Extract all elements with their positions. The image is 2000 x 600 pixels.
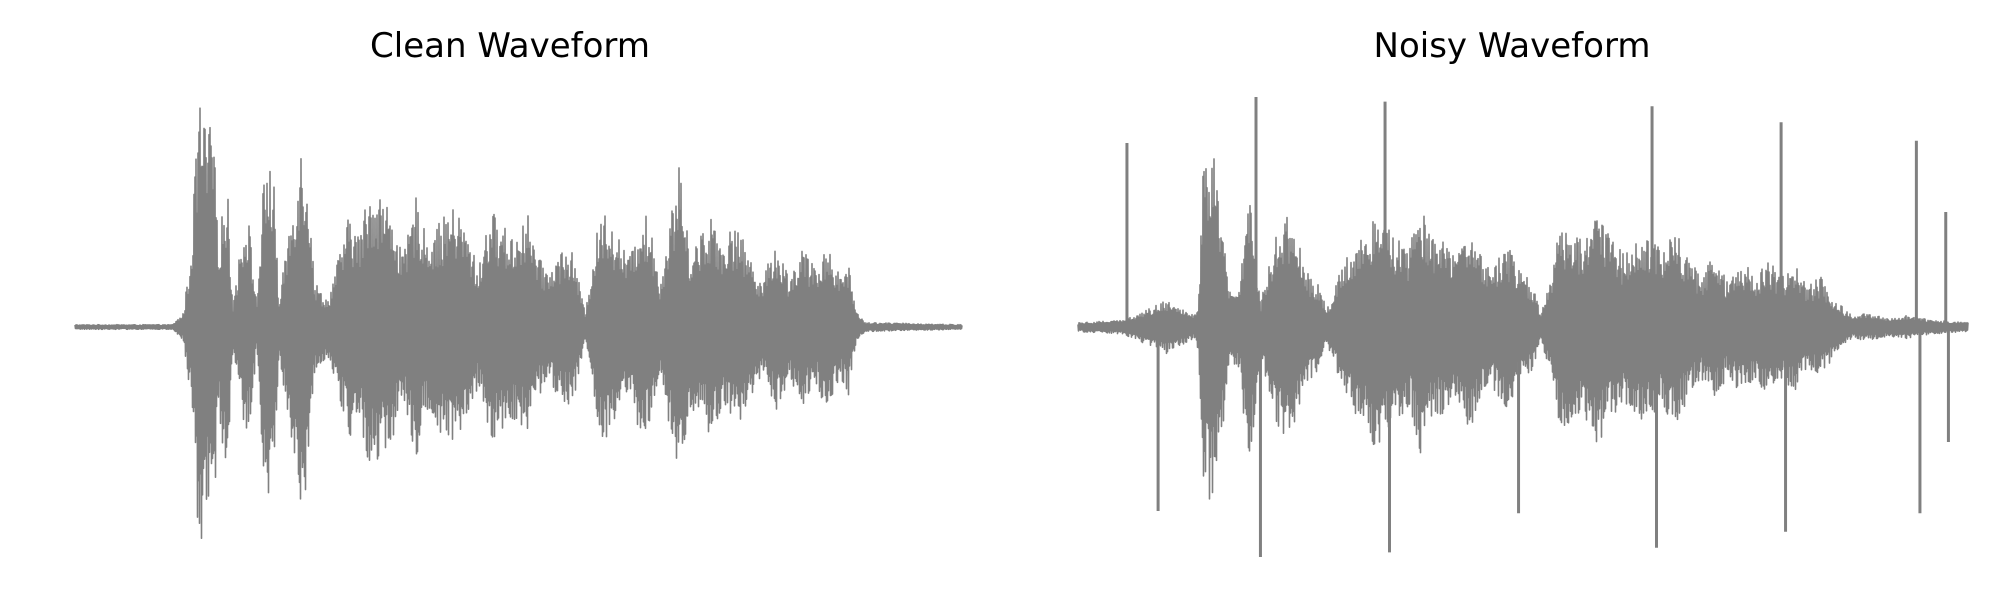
noisy-waveform-panel: Noisy Waveform	[1077, 26, 1969, 557]
clean-waveform-plot	[74, 107, 963, 540]
clean-waveform-panel: Clean Waveform	[74, 26, 963, 540]
clean-waveform-title: Clean Waveform	[370, 26, 650, 66]
waveform-series-line	[1077, 158, 1969, 500]
noisy-waveform-title: Noisy Waveform	[1374, 26, 1651, 66]
waveform-series-line	[74, 107, 963, 540]
noisy-waveform-plot	[1077, 97, 1969, 557]
